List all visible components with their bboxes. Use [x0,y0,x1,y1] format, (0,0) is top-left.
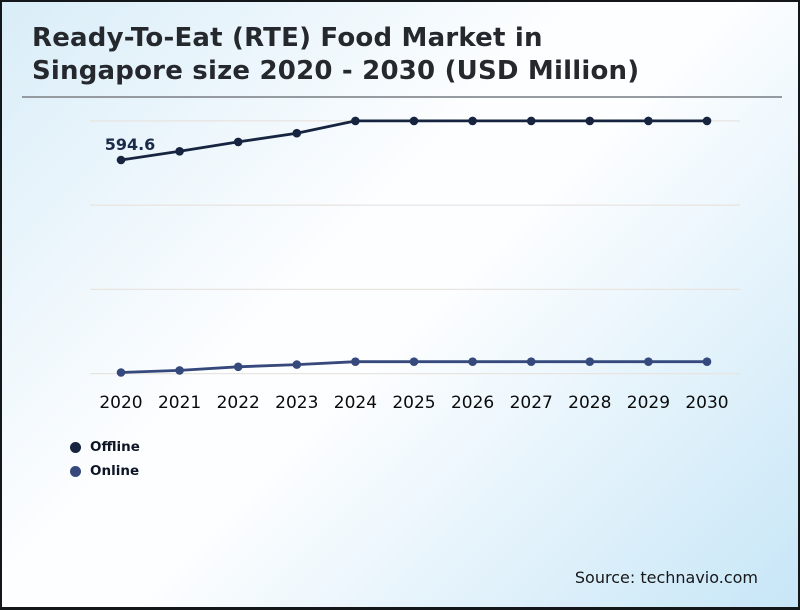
data-point-online[interactable] [409,357,419,367]
x-tick-label: 2027 [510,393,553,413]
data-point-offline[interactable] [351,116,360,126]
data-point-online[interactable] [116,368,126,377]
data-point-offline[interactable] [175,147,184,156]
data-point-offline[interactable] [644,116,653,126]
data-point-offline[interactable] [292,128,302,138]
legend-label-offline: Offline [90,439,140,455]
data-point-online[interactable] [644,357,653,367]
data-point-offline[interactable] [468,116,477,126]
data-point-online[interactable] [468,357,477,367]
data-point-offline[interactable] [585,116,595,126]
data-point-online[interactable] [585,357,595,367]
legend-item-online[interactable]: Online [70,460,140,482]
series-line-offline [119,119,709,162]
data-point-online[interactable] [702,357,712,367]
x-tick-label: 2026 [451,393,494,413]
x-tick-label: 2028 [568,393,611,413]
x-tick-label: 2021 [158,393,201,413]
title-divider [22,96,782,98]
source-attribution: Source: technavio.com [574,568,758,587]
data-point-offline[interactable] [233,137,243,147]
x-tick-label: 2022 [217,393,260,413]
x-tick-label: 2030 [685,393,728,413]
x-tick-label: 2023 [275,393,318,413]
data-point-online[interactable] [526,357,536,367]
data-point-offline[interactable] [526,116,536,126]
x-tick-label: 2020 [99,393,142,413]
page-title: Ready-To-Eat (RTE) Food Market in Singap… [32,22,772,88]
chart-legend: Offline Online [70,436,140,484]
data-point-online[interactable] [233,362,243,372]
data-point-online[interactable] [175,366,184,375]
online-series-marker-icon [70,465,81,477]
data-point-online[interactable] [351,357,360,367]
data-point-offline[interactable] [409,116,419,126]
offline-series-marker-icon [70,441,81,453]
x-tick-label: 2025 [392,393,435,413]
title-line-2: Singapore size 2020 - 2030 (USD Million) [32,56,640,86]
legend-item-offline[interactable]: Offline [70,436,140,458]
data-point-online[interactable] [292,360,302,369]
legend-label-online: Online [90,463,140,479]
title-line-1: Ready-To-Eat (RTE) Food Market in [32,23,543,53]
data-point-offline[interactable] [116,155,126,165]
x-tick-label: 2024 [334,393,377,413]
x-tick-label: 2029 [627,393,670,413]
data-point-offline[interactable] [702,116,712,126]
data-label: 594.6 [105,135,156,154]
